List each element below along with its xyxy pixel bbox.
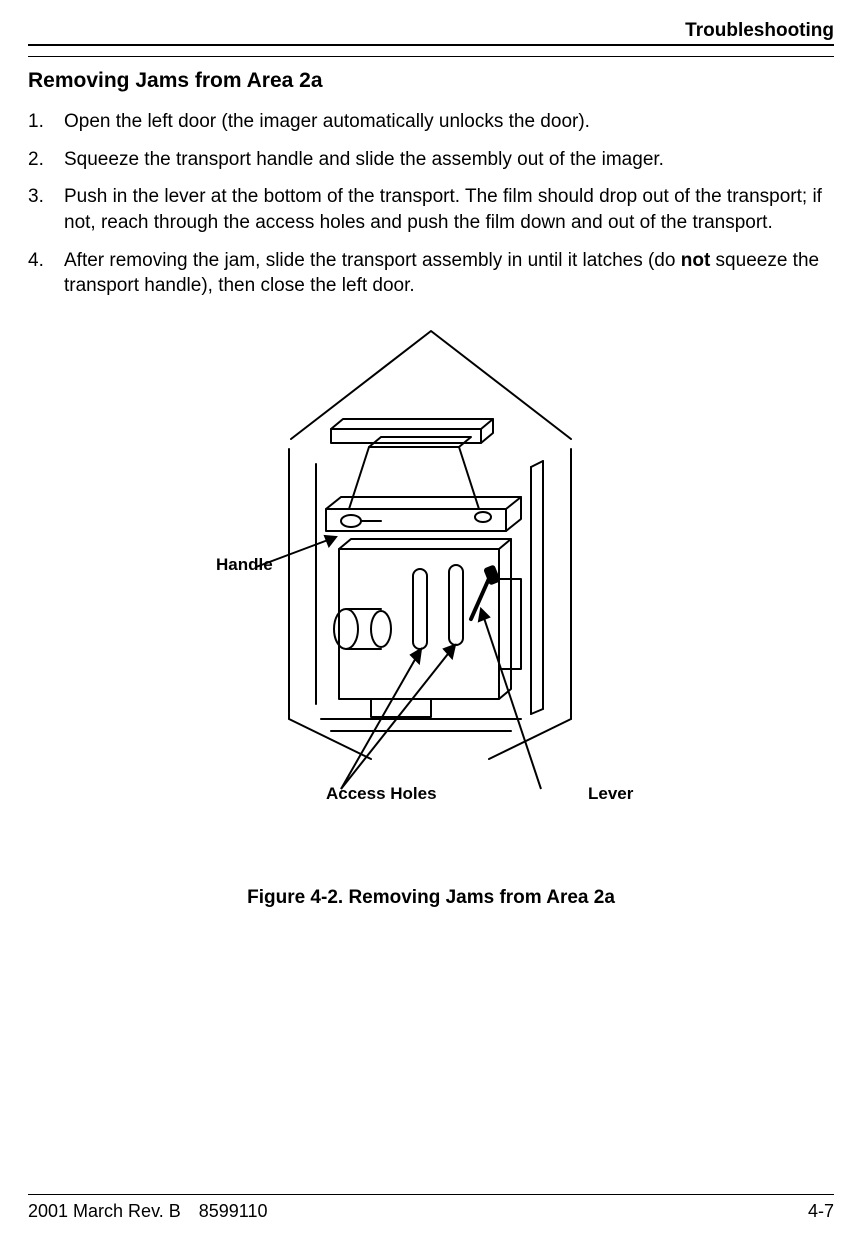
- footer-page: 4-7: [808, 1201, 834, 1222]
- callout-access-holes: Access Holes: [326, 784, 437, 804]
- figure-caption: Figure 4-2. Removing Jams from Area 2a: [28, 887, 834, 909]
- header-bar: Troubleshooting: [28, 20, 834, 46]
- callout-handle: Handle: [216, 555, 273, 575]
- page-footer: 2001 March Rev. B 8599110 4-7: [28, 1194, 834, 1222]
- step-2-text: Squeeze the transport handle and slide t…: [64, 149, 664, 170]
- section-rule: [28, 56, 834, 57]
- step-2: Squeeze the transport handle and slide t…: [28, 147, 834, 173]
- footer-left: 2001 March Rev. B 8599110: [28, 1201, 268, 1222]
- callout-lever: Lever: [588, 784, 633, 804]
- step-3-text: Push in the lever at the bottom of the t…: [64, 186, 822, 233]
- step-4-text: After removing the jam, slide the transp…: [64, 250, 819, 297]
- step-1-text: Open the left door (the imager automatic…: [64, 111, 590, 132]
- step-1: Open the left door (the imager automatic…: [28, 109, 834, 135]
- step-3: Push in the lever at the bottom of the t…: [28, 184, 834, 235]
- steps-list: Open the left door (the imager automatic…: [28, 109, 834, 299]
- step-4: After removing the jam, slide the transp…: [28, 248, 834, 299]
- header-section-label: Troubleshooting: [685, 20, 834, 41]
- footer-date-rev: 2001 March Rev. B: [28, 1201, 181, 1222]
- footer-doc-no: 8599110: [199, 1201, 268, 1222]
- figure-area: Handle Access Holes Lever: [28, 319, 834, 879]
- section-title: Removing Jams from Area 2a: [28, 69, 834, 93]
